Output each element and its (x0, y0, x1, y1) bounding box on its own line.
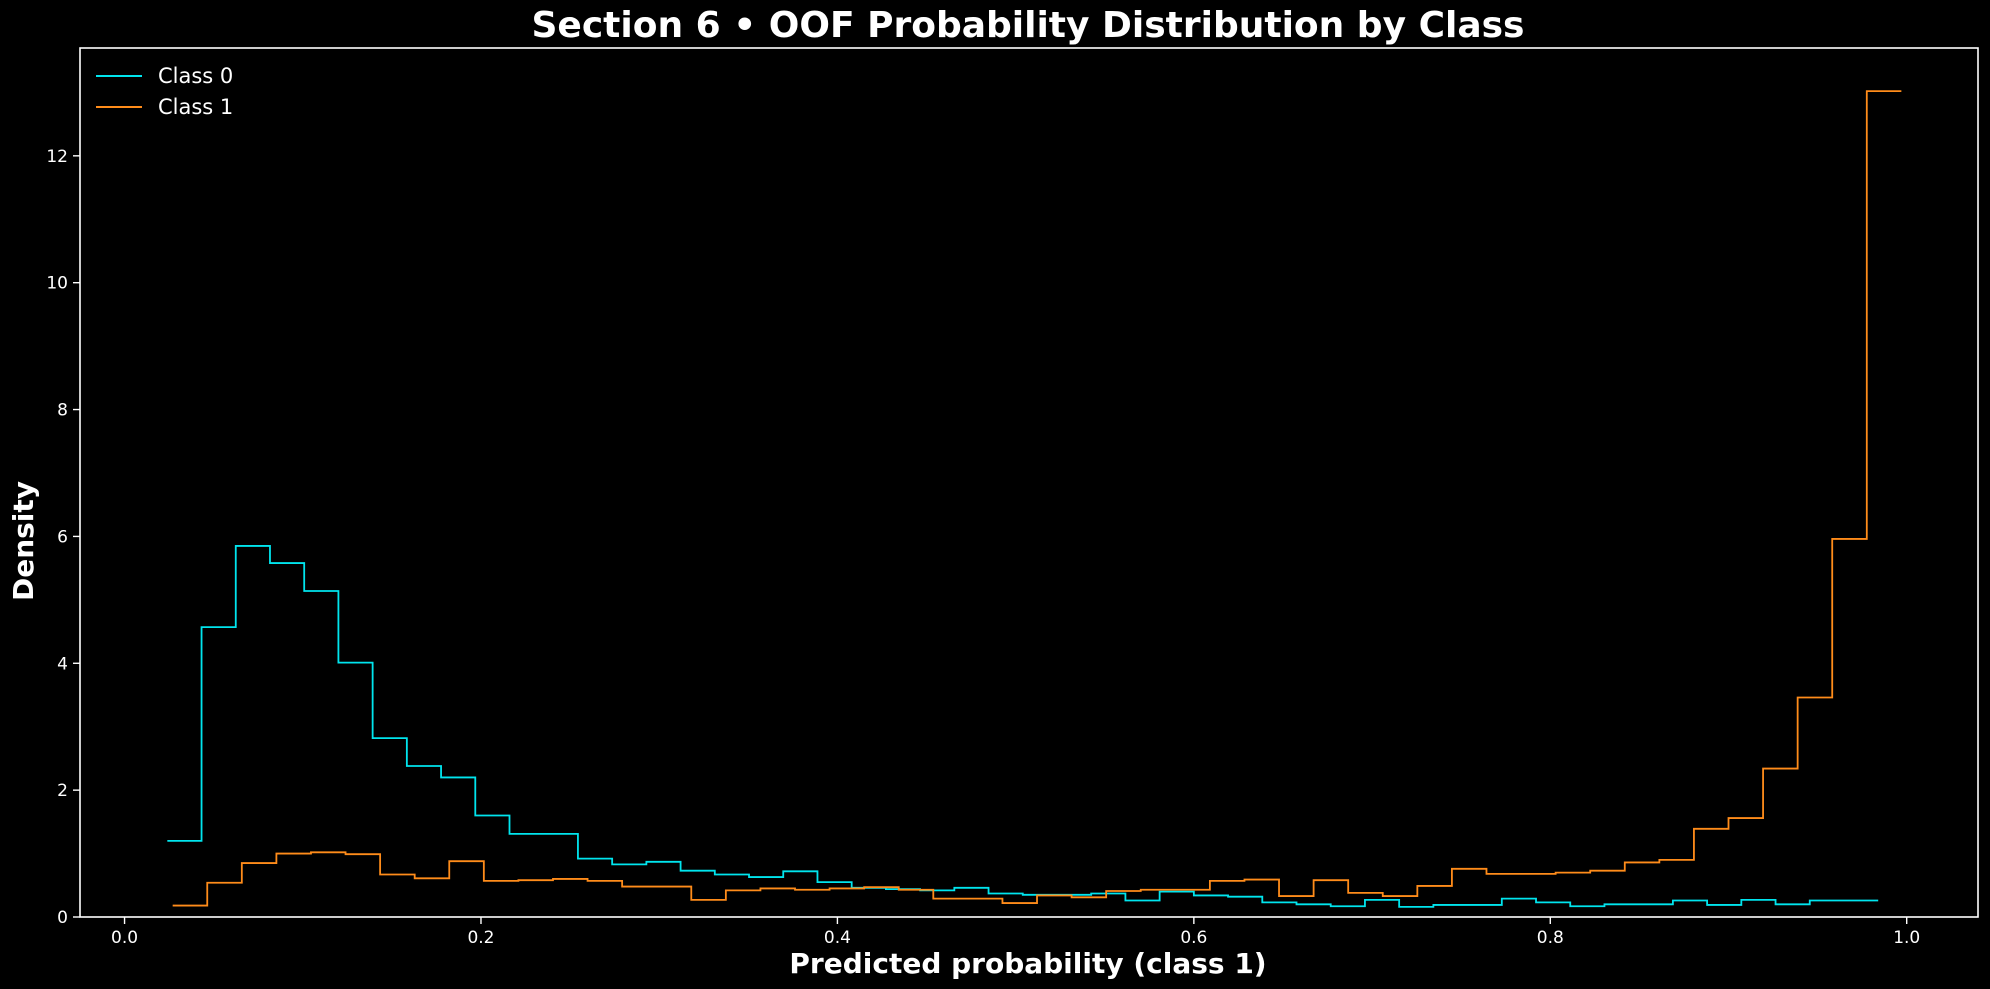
y-tick-label: 10 (46, 274, 68, 294)
y-tick-label: 12 (46, 147, 68, 167)
series-layer (167, 90, 1902, 908)
y-axis-label: Density (7, 481, 40, 601)
x-tick-label: 1.0 (1893, 928, 1920, 948)
y-tick-label: 2 (57, 781, 68, 801)
plot-frame (79, 47, 1979, 918)
legend: Class 0 Class 1 (96, 64, 233, 119)
legend-label: Class 0 (158, 64, 233, 88)
series-line-class-0 (167, 545, 1879, 908)
series-line-class-1 (172, 90, 1902, 907)
x-tick-label: 0.8 (1537, 928, 1564, 948)
x-tick-label: 0.4 (824, 928, 851, 948)
y-tick-label: 4 (57, 654, 68, 674)
x-axis-label: Predicted probability (class 1) (789, 947, 1266, 980)
x-tick-label: 0.6 (1180, 928, 1207, 948)
chart-title: Section 6 • OOF Probability Distribution… (532, 5, 1525, 46)
x-tick-label: 0.2 (467, 928, 494, 948)
legend-label: Class 1 (158, 95, 233, 119)
y-tick-label: 0 (57, 908, 68, 928)
axis-layer: 0.0 0.2 0.4 0.6 0.8 1.0 0 2 4 6 8 10 12 (46, 147, 1920, 948)
y-tick-label: 8 (57, 401, 68, 421)
x-tick-label: 0.0 (111, 928, 138, 948)
y-tick-label: 6 (57, 527, 68, 547)
